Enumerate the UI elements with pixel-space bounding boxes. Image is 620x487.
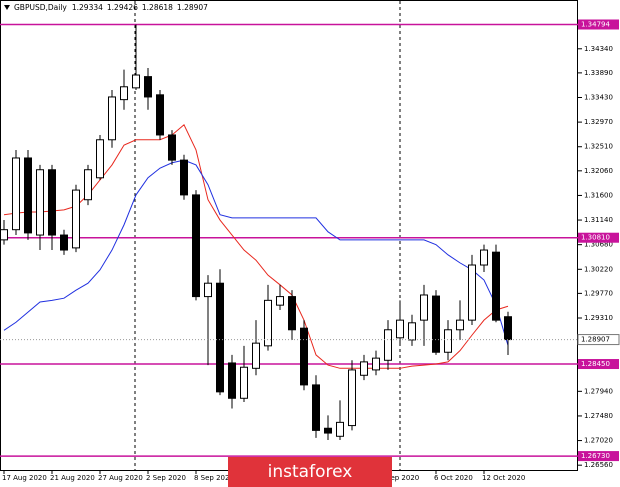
level-label: 1.26730 bbox=[581, 452, 610, 460]
candle-body bbox=[300, 327, 308, 386]
candle-body bbox=[168, 134, 176, 161]
candle-body bbox=[156, 94, 164, 136]
ohlc-open: 1.29334 bbox=[72, 3, 103, 12]
candle-body bbox=[468, 264, 476, 321]
ohlc-close: 1.28907 bbox=[177, 3, 208, 12]
candle-body bbox=[444, 329, 452, 353]
ohlc-high: 1.29426 bbox=[107, 3, 138, 12]
y-tick-label: 1.32060 bbox=[584, 167, 613, 175]
candle-body bbox=[24, 157, 32, 234]
candle-body bbox=[36, 169, 44, 236]
x-tick-label: 12 Oct 2020 bbox=[482, 474, 525, 482]
candle-body bbox=[288, 296, 296, 331]
ohlc-low: 1.28618 bbox=[142, 3, 173, 12]
x-tick-label: Sep 2020 bbox=[386, 474, 419, 482]
watermark-box bbox=[228, 457, 392, 487]
candle-body bbox=[96, 139, 104, 179]
y-tick-label: 1.34340 bbox=[584, 45, 613, 53]
level-box bbox=[578, 359, 619, 370]
candle-body bbox=[456, 319, 464, 331]
candle-body bbox=[120, 86, 128, 101]
candle-body bbox=[192, 194, 200, 298]
candle-body bbox=[324, 427, 332, 434]
candle-body bbox=[384, 329, 392, 361]
chart-title: GBPUSD,Daily bbox=[14, 3, 67, 12]
level-box bbox=[578, 19, 619, 30]
candle-body bbox=[348, 369, 356, 427]
y-tick-label: 1.31600 bbox=[584, 191, 613, 199]
watermark-text: instaforex bbox=[268, 462, 353, 482]
candle-body bbox=[60, 234, 68, 251]
candle-body bbox=[240, 366, 248, 399]
candle-body bbox=[312, 384, 320, 431]
candle-body bbox=[264, 299, 272, 347]
candle-body bbox=[84, 169, 92, 201]
candle-body bbox=[12, 157, 20, 231]
x-tick-label: 21 Aug 2020 bbox=[50, 474, 95, 482]
candle-body bbox=[132, 74, 140, 89]
watermark: instaforex bbox=[228, 457, 392, 487]
candle-body bbox=[396, 319, 404, 339]
candle-body bbox=[480, 249, 488, 266]
level-box bbox=[578, 232, 619, 243]
y-tick-label: 1.31140 bbox=[584, 216, 613, 224]
x-tick-label: 2 Sep 2020 bbox=[146, 474, 186, 482]
candle-body bbox=[252, 342, 260, 369]
candle-body bbox=[276, 296, 284, 306]
x-tick-label: 6 Oct 2020 bbox=[434, 474, 473, 482]
price-label: 1.28907 bbox=[581, 336, 610, 344]
candle-body bbox=[204, 282, 212, 298]
y-tick-label: 1.29770 bbox=[584, 289, 613, 297]
candle-body bbox=[0, 229, 8, 241]
y-tick-label: 1.27940 bbox=[584, 387, 613, 395]
level-label: 1.28450 bbox=[581, 360, 610, 368]
candle-body bbox=[180, 159, 188, 196]
candle-body bbox=[420, 294, 428, 321]
candle-body bbox=[228, 362, 236, 399]
y-tick-label: 1.26560 bbox=[584, 461, 613, 469]
candle-body bbox=[108, 96, 116, 141]
y-tick-label: 1.32510 bbox=[584, 143, 613, 151]
candle-body bbox=[216, 282, 224, 393]
x-tick-label: 17 Aug 2020 bbox=[2, 474, 47, 482]
x-tick-label: 8 Sep 2020 bbox=[194, 474, 234, 482]
level-label: 1.30810 bbox=[581, 234, 610, 242]
candle-body bbox=[360, 361, 368, 376]
y-tick-label: 1.33430 bbox=[584, 93, 613, 101]
candle-body bbox=[48, 169, 56, 236]
candle-body bbox=[144, 76, 152, 98]
y-tick-label: 1.29310 bbox=[584, 314, 613, 322]
y-tick-label: 1.27480 bbox=[584, 412, 613, 420]
y-tick-label: 1.33890 bbox=[584, 69, 613, 77]
y-tick-label: 1.30680 bbox=[584, 241, 613, 249]
x-tick-label: 27 Aug 2020 bbox=[98, 474, 143, 482]
marks bbox=[0, 23, 582, 474]
candle-body bbox=[504, 316, 512, 341]
plot-area bbox=[0, 0, 578, 471]
price-box bbox=[577, 334, 620, 346]
y-tick-label: 1.27020 bbox=[584, 437, 613, 445]
candle-body bbox=[408, 322, 416, 341]
level-label: 1.34794 bbox=[581, 20, 610, 28]
candle-body bbox=[432, 295, 440, 353]
indicator-line bbox=[3, 159, 509, 346]
y-tick-label: 1.30220 bbox=[584, 265, 613, 273]
candle-body bbox=[72, 189, 80, 249]
y-tick-label: 1.32970 bbox=[584, 118, 613, 126]
candle-body bbox=[336, 421, 344, 437]
menu-arrow bbox=[4, 5, 10, 10]
level-box bbox=[578, 451, 619, 462]
candle-body bbox=[372, 357, 380, 371]
candle-body bbox=[492, 251, 500, 321]
